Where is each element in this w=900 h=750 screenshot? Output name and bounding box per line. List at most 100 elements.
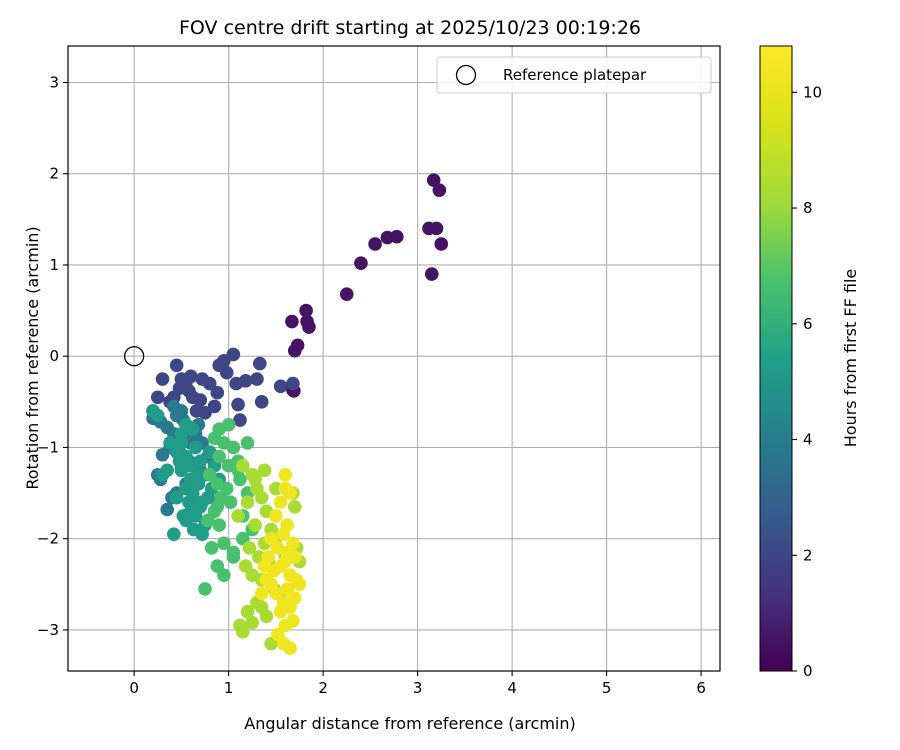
data-point	[176, 509, 191, 523]
data-point	[432, 183, 447, 197]
data-point	[188, 440, 203, 455]
data-point	[193, 499, 208, 514]
colorbar-tick-label: 10	[803, 83, 822, 101]
reference-platepar-marker	[123, 346, 145, 367]
data-point	[163, 436, 177, 450]
y-tick-label: −2	[37, 530, 59, 548]
legend: Reference platepar	[436, 56, 712, 94]
data-point	[240, 495, 255, 510]
data-point	[276, 527, 291, 541]
data-point	[150, 390, 165, 405]
data-point	[219, 365, 234, 380]
data-point	[287, 499, 302, 514]
colorbar-gradient	[759, 45, 793, 672]
data-point	[226, 550, 241, 564]
data-point	[229, 376, 243, 391]
y-tick-label: 1	[49, 256, 59, 274]
data-point	[254, 600, 269, 614]
data-points	[146, 173, 449, 655]
data-point	[240, 436, 255, 450]
data-point	[264, 577, 278, 592]
data-point	[287, 591, 302, 605]
data-point	[167, 527, 181, 541]
data-point	[217, 568, 231, 582]
data-point	[182, 495, 196, 510]
data-point	[201, 513, 215, 528]
data-point	[212, 518, 226, 532]
x-tick-label: 4	[507, 679, 517, 697]
legend-reference-marker	[455, 64, 477, 86]
data-point	[245, 615, 260, 630]
y-tick-label: 2	[49, 165, 59, 183]
data-point	[278, 618, 293, 633]
x-tick-label: 2	[318, 679, 328, 697]
data-point	[253, 356, 267, 371]
data-point	[248, 518, 262, 532]
colorbar-label: Hours from first FF file	[841, 269, 860, 448]
data-point	[217, 536, 231, 551]
legend-label: Reference platepar	[503, 66, 647, 84]
chart-title: FOV centre drift starting at 2025/10/23 …	[179, 17, 641, 39]
axis-ticks: 0 1 2 3 4 5 6 −3 −2 −1 0 1 2 3	[37, 73, 706, 697]
y-tick-label: −1	[37, 438, 59, 456]
data-point	[195, 372, 209, 386]
x-tick-label: 6	[696, 679, 706, 697]
data-point	[278, 468, 293, 482]
data-point	[254, 586, 269, 601]
colorbar-tick-label: 0	[803, 662, 813, 680]
colorbar: 0 2 4 6 8 10 Hours from first FF file	[759, 45, 860, 680]
data-point	[424, 267, 439, 281]
data-point	[231, 509, 245, 523]
data-point	[193, 393, 208, 407]
data-point	[426, 173, 441, 187]
data-point	[221, 417, 236, 432]
data-point	[204, 541, 219, 555]
data-point	[257, 559, 272, 573]
colorbar-tick-label: 4	[803, 431, 813, 449]
colorbar-tick-label: 8	[803, 199, 813, 217]
data-point	[250, 372, 264, 386]
data-point	[189, 404, 204, 418]
x-tick-label: 3	[413, 679, 423, 697]
data-point	[172, 381, 187, 395]
data-point	[195, 527, 209, 541]
colorbar-ticks: 0 2 4 6 8 10	[792, 83, 822, 680]
data-point	[257, 463, 272, 478]
data-point	[236, 624, 250, 639]
data-point	[302, 320, 316, 334]
y-tick-label: 3	[49, 73, 59, 91]
data-point	[198, 582, 212, 596]
data-point	[160, 502, 175, 517]
data-point	[231, 397, 245, 412]
data-point	[269, 481, 283, 496]
grid	[68, 46, 720, 671]
data-point	[155, 447, 170, 462]
data-point	[169, 358, 184, 373]
data-point	[380, 230, 395, 245]
data-point	[202, 468, 217, 482]
x-tick-label: 1	[224, 679, 234, 697]
data-point	[286, 376, 300, 391]
data-point	[150, 408, 165, 423]
reference-marker	[123, 346, 145, 367]
data-point	[169, 490, 184, 505]
data-point	[236, 458, 250, 473]
data-point	[172, 454, 187, 468]
data-point	[223, 495, 238, 510]
data-point	[210, 499, 225, 514]
data-point	[292, 577, 307, 592]
data-point	[269, 509, 283, 523]
colorbar-tick-label: 6	[803, 315, 813, 333]
data-point	[434, 237, 449, 251]
data-point	[287, 343, 302, 358]
data-point	[273, 379, 288, 394]
data-point	[354, 256, 368, 270]
x-tick-label: 5	[602, 679, 612, 697]
data-point	[299, 303, 313, 318]
y-tick-label: 0	[49, 347, 59, 365]
data-point	[285, 314, 299, 329]
colorbar-tick-label: 2	[803, 546, 813, 564]
data-point	[254, 395, 269, 409]
data-point	[210, 385, 225, 400]
